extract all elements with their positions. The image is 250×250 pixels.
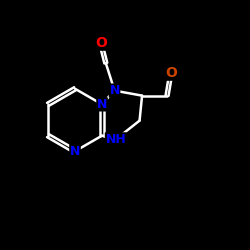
Text: N: N [97, 98, 107, 111]
Text: O: O [165, 66, 177, 80]
Text: O: O [95, 36, 107, 50]
Text: N: N [70, 145, 80, 158]
Text: N: N [110, 84, 120, 97]
Text: NH: NH [106, 133, 126, 146]
